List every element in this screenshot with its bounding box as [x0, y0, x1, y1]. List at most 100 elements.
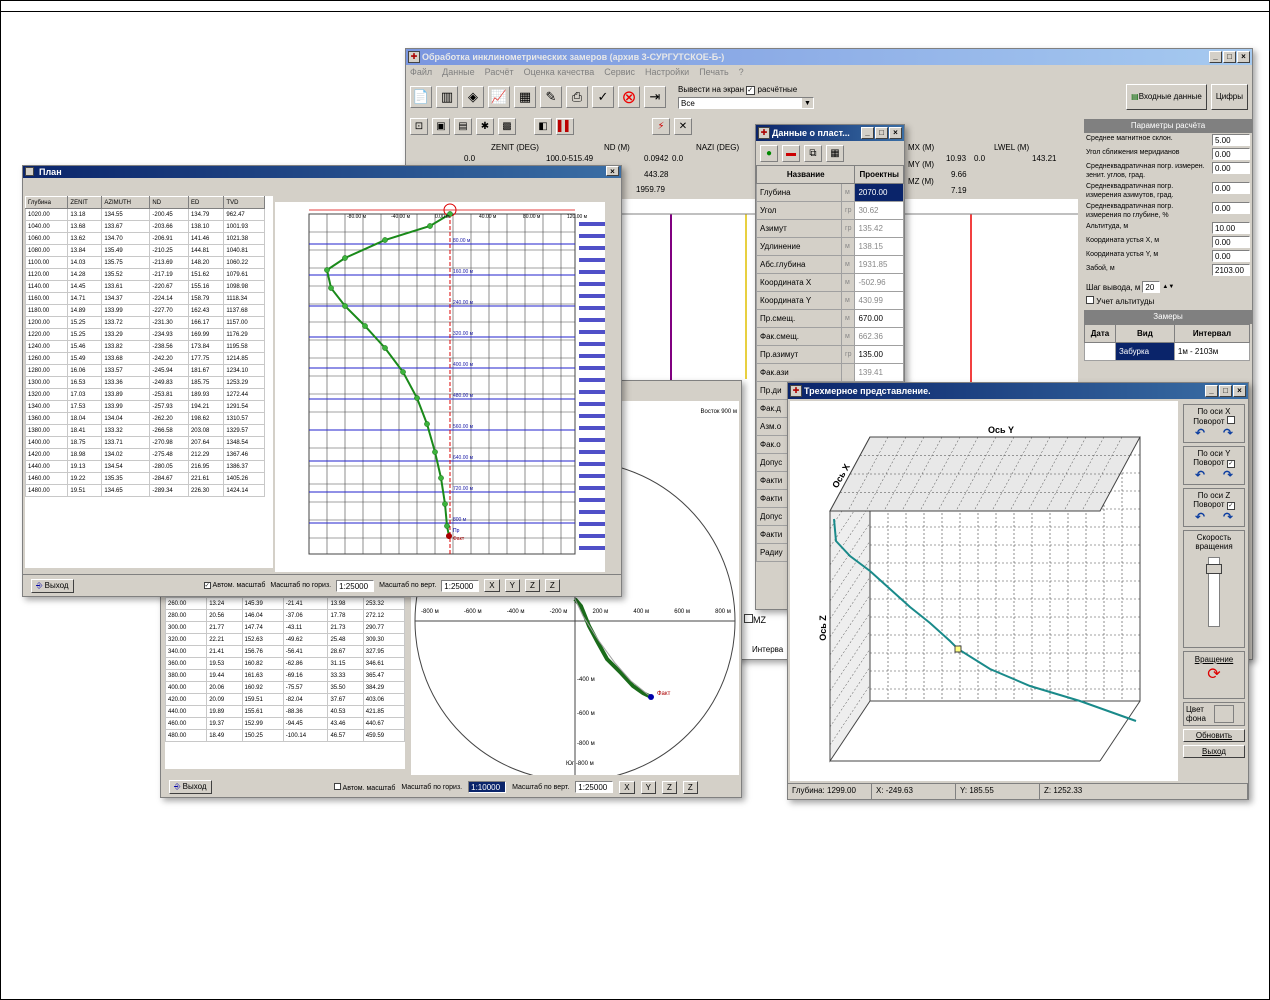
remove-icon[interactable]: ▬ [782, 144, 800, 162]
polar-hscale-select[interactable]: 1:10000 [468, 781, 507, 793]
param-input[interactable]: 2103.00 [1212, 264, 1250, 276]
plan-z-button[interactable]: Z [524, 579, 540, 592]
rotate-right-icon[interactable]: ↷ [1222, 426, 1234, 440]
menu-item[interactable]: Сервис [604, 67, 636, 77]
table-row[interactable]: 1180.00 14.89 133.99 -227.70 162.43 1137.68 [25, 304, 265, 317]
table-row[interactable]: 1020.00 13.18 134.55 -200.45 134.79 962.47 [25, 208, 265, 221]
polar-z2-button[interactable]: Z [682, 780, 698, 794]
data-titlebar[interactable]: ✚ Данные о пласт... _ □ × [756, 125, 904, 141]
table-row[interactable]: 1340.00 17.53 133.99 -257.93 194.21 1291.54 [25, 400, 265, 413]
speed-slider[interactable] [1206, 557, 1222, 627]
exit-icon[interactable]: ⇥ [644, 86, 666, 108]
param-input[interactable]: 0.00 [1212, 148, 1250, 160]
table-row[interactable]: 1300.00 16.53 133.36 -249.83 185.75 1253.29 [25, 376, 265, 389]
chart-check-icon[interactable]: ✓ [592, 86, 614, 108]
minimize-button[interactable]: _ [1205, 385, 1218, 397]
table-row[interactable]: Азимут гр 135.42 [756, 219, 904, 238]
zoom-icon[interactable]: ⊡ [410, 117, 428, 135]
table-row[interactable]: 380.00 19.44 161.63 -69.16 33.33 365.47 [165, 669, 405, 682]
rotate-left-icon[interactable]: ↶ [1194, 468, 1206, 482]
edit-icon[interactable]: ✎ [540, 86, 562, 108]
menu-item[interactable]: Оценка качества [523, 67, 595, 77]
paste-icon[interactable]: ▦ [826, 144, 844, 162]
table-row[interactable]: 1120.00 14.28 135.52 -217.19 151.62 1079.61 [25, 268, 265, 281]
table-row[interactable]: Абс.глубина м 1931.85 [756, 255, 904, 274]
menu-item[interactable]: ? [738, 67, 744, 77]
plan-vscale-select[interactable]: 1:25000 [441, 579, 480, 592]
plan-exit-button[interactable]: ⎆ Выход [31, 578, 74, 593]
table-row[interactable]: 1380.00 18.41 133.32 -266.58 203.08 1329.57 [25, 424, 265, 437]
table-row[interactable]: 1040.00 13.68 133.67 -203.66 138.10 1001.93 [25, 220, 265, 233]
add-icon[interactable]: ● [760, 144, 778, 162]
calculator-icon[interactable]: ▦ [514, 86, 536, 108]
tool2-icon[interactable]: ▣ [432, 117, 450, 135]
table-row[interactable]: 1080.00 13.84 135.49 -210.25 144.81 1040.81 [25, 244, 265, 257]
table-row[interactable]: 1420.00 18.98 134.02 -275.48 212.29 1367.46 [25, 448, 265, 461]
bg-color-swatch[interactable] [1214, 705, 1234, 723]
table-row[interactable]: 1060.00 13.62 134.70 -206.91 141.46 1021.38 [25, 232, 265, 245]
param-input[interactable]: 0.00 [1212, 162, 1250, 174]
column-header[interactable]: TVD [223, 196, 265, 209]
table-row[interactable]: 1320.00 17.03 133.89 -253.81 189.93 1272.44 [25, 388, 265, 401]
output-select[interactable]: Все ▼ [678, 97, 814, 109]
polar-auto-scale[interactable]: Автом. масштаб [333, 782, 395, 792]
rotate-left-icon[interactable]: ↶ [1194, 510, 1206, 524]
view3d-canvas[interactable]: Ось Y Ось X Ось Z [790, 401, 1178, 781]
table-row[interactable]: 300.00 21.77 147.74 -43.11 21.73 290.77 [165, 621, 405, 634]
tool5-icon[interactable]: ▩ [498, 117, 516, 135]
param-input[interactable]: 0.00 [1212, 182, 1250, 194]
calculated-checkbox[interactable]: ✓ [746, 86, 756, 95]
param-input[interactable]: 0.00 [1212, 202, 1250, 214]
table-row[interactable]: 480.00 18.49 150.25 -100.14 46.57 459.59 [165, 729, 405, 742]
maximize-button[interactable]: □ [875, 127, 888, 139]
param-input[interactable]: 5.00 [1212, 134, 1250, 146]
column-header[interactable]: ZENIT [67, 196, 103, 209]
input-data-button[interactable]: ▤Входные данные [1126, 84, 1207, 110]
rotate-right-icon[interactable]: ↷ [1222, 510, 1234, 524]
table-row[interactable]: Угол гр 30.62 [756, 201, 904, 220]
table-row[interactable]: 1440.00 19.13 134.54 -280.05 216.95 1386.37 [25, 460, 265, 473]
table-row[interactable]: 1200.00 15.25 133.72 -231.30 166.17 1157.00 [25, 316, 265, 329]
table-row[interactable]: 1260.00 15.49 133.68 -242.20 177.75 1214.85 [25, 352, 265, 365]
archive-icon[interactable]: ▥ [436, 86, 458, 108]
polar-x-button[interactable]: X [619, 780, 635, 794]
table-row[interactable]: 1220.00 15.25 133.29 -234.93 169.99 1176.29 [25, 328, 265, 341]
copy-icon[interactable]: ⧉ [804, 144, 822, 162]
mz-checkbox-label[interactable]: MZ [744, 614, 766, 625]
well-icon[interactable]: ◈ [462, 86, 484, 108]
menu-item[interactable]: Печать [699, 67, 729, 77]
table-row[interactable]: Пр.азимут гр 135.00 [756, 345, 904, 364]
close-button[interactable]: × [1233, 385, 1246, 397]
table-row[interactable]: 440.00 19.89 155.61 -88.36 40.53 421.85 [165, 705, 405, 718]
stop-icon[interactable]: ⊗ [618, 86, 640, 108]
minimize-button[interactable]: _ [1209, 51, 1222, 63]
table-row[interactable]: Фак.ази 139.41 [756, 363, 904, 382]
plan-auto-scale[interactable]: ✓ Автом. масштаб [203, 582, 266, 589]
param-input[interactable]: 0.00 [1212, 236, 1250, 248]
polar-exit-button[interactable]: ⎆ Выход [169, 780, 212, 794]
table-row[interactable]: 320.00 22.21 152.63 -49.62 25.48 309.30 [165, 633, 405, 646]
rot-x-checkbox[interactable]: Поворот [1186, 416, 1242, 426]
maximize-button[interactable]: □ [1223, 51, 1236, 63]
refresh-button[interactable]: Обновить [1183, 729, 1245, 742]
close-button[interactable]: × [1237, 51, 1250, 63]
table-row[interactable]: 1480.00 19.51 134.65 -289.34 226.30 1424.14 [25, 484, 265, 497]
main-titlebar[interactable]: ✚ Обработка инклинометрических замеров (… [406, 49, 1252, 65]
plan-y-button[interactable]: Y [504, 579, 520, 592]
table-row[interactable]: 1100.00 14.03 135.75 -213.69 148.20 1060.22 [25, 256, 265, 269]
minimize-button[interactable]: _ [861, 127, 874, 139]
rot-y-checkbox[interactable]: Поворот ✓ [1193, 458, 1235, 468]
slider-thumb[interactable] [1206, 564, 1222, 574]
step-input[interactable]: 20 [1142, 281, 1161, 293]
new-file-icon[interactable]: 📄 [410, 86, 432, 108]
view3d-exit-button[interactable]: Выход [1183, 745, 1245, 758]
plan-x-button[interactable]: X [484, 579, 500, 592]
table-row[interactable]: Фак.смещ. м 662.36 [756, 327, 904, 346]
menu-item[interactable]: Настройки [645, 67, 690, 77]
plan-z2-button[interactable]: Z [544, 579, 560, 592]
table-row[interactable]: Пр.смещ. м 670.00 [756, 309, 904, 328]
table-row[interactable]: 1240.00 15.46 133.82 -238.56 173.84 1195.58 [25, 340, 265, 353]
print-icon[interactable]: ⎙ [566, 86, 588, 108]
tool8-icon[interactable]: ⚡ [652, 117, 670, 135]
